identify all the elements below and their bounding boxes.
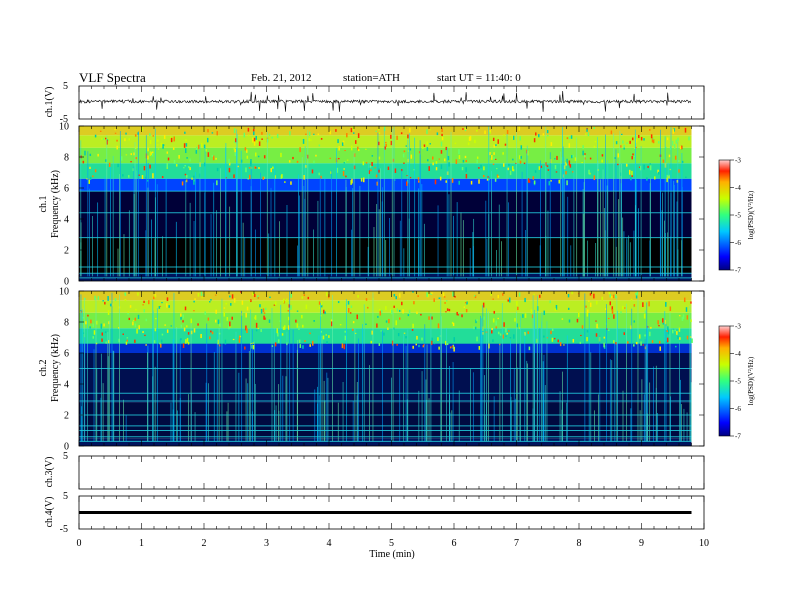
frequency-tick-label: 2: [64, 411, 69, 422]
ch1-spectrogram-plot: [79, 126, 692, 281]
time-tick-label: 5: [389, 538, 394, 549]
ch4-ytick-label: 5: [63, 491, 68, 502]
frequency-tick-label: 8: [64, 153, 69, 164]
colorbar-tick-label: -6: [735, 405, 741, 413]
frequency-tick-label: 0: [64, 277, 69, 288]
ch3-waveform-ylabel: ch.3(V): [44, 457, 55, 488]
frequency-tick-label: 0: [64, 442, 69, 453]
ch1-waveform-trace: [78, 90, 692, 112]
time-tick-label: 10: [699, 538, 709, 549]
frequency-tick-label: 4: [64, 215, 69, 226]
frequency-tick-label: 6: [64, 349, 69, 360]
colorbar-tick-label: -7: [735, 267, 741, 275]
colorbar-tick-label: -3: [735, 157, 741, 165]
date-label: Feb. 21, 2012: [251, 72, 312, 84]
ch2-colorbar: -3 -4 -5 -6 -7 log(PSD)(V²/Hz): [718, 323, 755, 441]
colorbar-tick-label: -7: [735, 433, 741, 441]
ch1-colorbar: -3 -4 -5 -6 -7 log(PSD)(V²/Hz): [718, 157, 755, 275]
ch1-ytick-label: -5: [60, 114, 68, 125]
ch2-spectrogram-plot: [79, 291, 693, 446]
frequency-tick-label: 8: [64, 318, 69, 329]
ch1-spectrogram-ylabel: Frequency (kHz): [50, 170, 61, 238]
chart-title: VLF Spectra: [79, 70, 146, 85]
frequency-tick-label: 2: [64, 246, 69, 257]
colorbar-tick-label: -3: [735, 323, 741, 331]
time-tick-label: 7: [514, 538, 519, 549]
frequency-tick-label: 4: [64, 380, 69, 391]
frequency-tick-label: 10: [59, 122, 69, 133]
time-tick-label: 9: [639, 538, 644, 549]
colorbar-tick-label: -4: [735, 350, 741, 358]
time-tick-label: 8: [577, 538, 582, 549]
ch4-ytick-label: -5: [60, 524, 68, 535]
colorbar-tick-label: -4: [735, 184, 741, 192]
ch2-spectrogram-ylabel: Frequency (kHz): [50, 334, 61, 402]
colorbar-tick-label: -5: [735, 212, 741, 220]
frequency-tick-label: 10: [59, 287, 69, 298]
time-tick-label: 6: [452, 538, 457, 549]
colorbar-tick-label: -6: [735, 239, 741, 247]
time-tick-label: 0: [77, 538, 82, 549]
ch3-ytick-label: 5: [63, 451, 68, 462]
ch1-waveform-ylabel: ch.1(V): [44, 87, 55, 118]
time-tick-label: 2: [202, 538, 207, 549]
station-label: station=ATH: [343, 72, 400, 84]
start-time-label: start UT = 11:40: 0: [437, 72, 521, 84]
frequency-tick-label: 6: [64, 184, 69, 195]
colorbar-tick-label: -5: [735, 378, 741, 386]
ch1-spectrogram-ylabel-top: ch.1: [38, 196, 49, 213]
ch4-waveform-ylabel: ch.4(V): [44, 497, 55, 528]
ch2-spectrogram-ylabel-top: ch.2: [38, 360, 49, 377]
time-tick-label: 1: [139, 538, 144, 549]
time-tick-label: 4: [327, 538, 332, 549]
x-axis-label: Time (min): [369, 549, 414, 560]
time-tick-label: 3: [264, 538, 269, 549]
ch2-colorbar-label: log(PSD)(V²/Hz): [747, 356, 755, 405]
ch1-colorbar-label: log(PSD)(V²/Hz): [747, 190, 755, 239]
ch1-ytick-label: 5: [63, 81, 68, 92]
